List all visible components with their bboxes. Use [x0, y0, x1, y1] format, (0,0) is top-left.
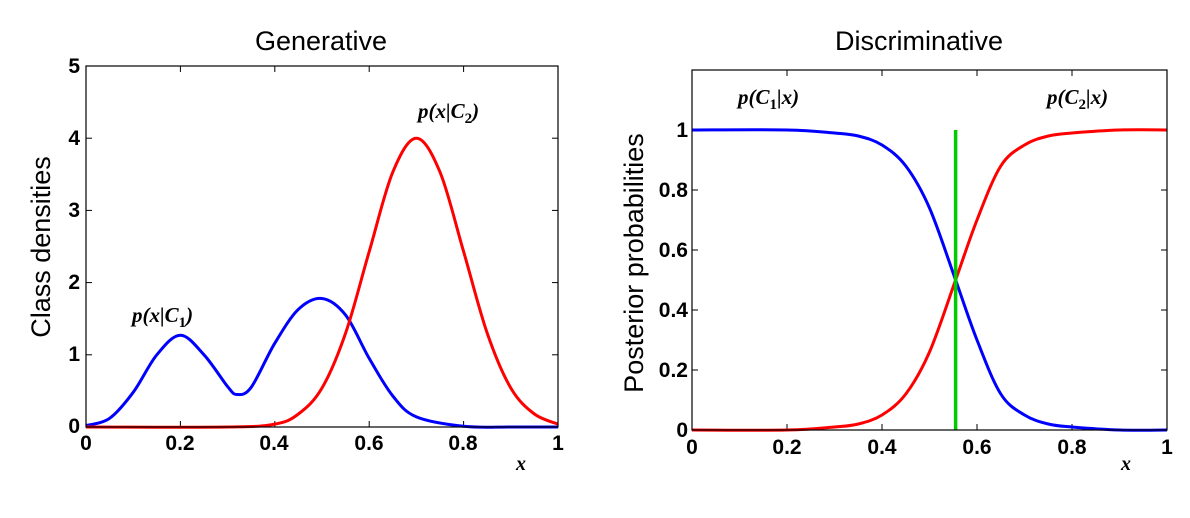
- generative-y-tick: 2: [68, 271, 80, 294]
- generative-series-line-c1: [85, 296, 559, 429]
- discriminative-x-tick: 0.6: [962, 436, 991, 459]
- series-label-main: p(x|C: [130, 303, 180, 327]
- generative-y-tick: 4: [68, 127, 80, 150]
- discriminative-x-tick: 0.8: [1057, 436, 1087, 459]
- generative-x-tick: 0.8: [448, 432, 478, 455]
- generative-y-tick: 3: [68, 199, 80, 222]
- discriminative-series-line-c1: [691, 128, 1168, 432]
- discriminative-y-tick: 1: [676, 119, 688, 142]
- generative-x-tick: 0.4: [259, 432, 289, 455]
- generative-y-axis-label: Class densities: [26, 156, 56, 338]
- discriminative-y-ticks: 0 0.2 0.4 0.6 0.8 1: [659, 119, 689, 442]
- discriminative-x-ticks: 0 0.2 0.4 0.6 0.8 1: [686, 436, 1173, 459]
- series-label-main: p(x|C: [416, 99, 466, 123]
- discriminative-plot-frame: [691, 69, 1168, 431]
- series-label-subscript: 1: [179, 315, 187, 331]
- discriminative-series-label-c2: p(C2|x): [1045, 85, 1108, 113]
- generative-y-ticks: 0 1 2 3 4 5: [68, 55, 80, 438]
- series-label-end: ): [470, 99, 479, 123]
- generative-axis-ticks: [85, 65, 559, 428]
- generative-x-ticks: 0 0.2 0.4 0.6 0.8 1: [80, 432, 564, 455]
- discriminative-series-group: [691, 70, 1168, 432]
- discriminative-axis-ticks: [691, 70, 1168, 431]
- generative-series-group: [85, 65, 559, 429]
- series-label-end: |x): [1086, 85, 1108, 109]
- generative-title: Generative: [255, 26, 387, 56]
- discriminative-chart: Discriminative Posterior probabilities 0…: [619, 26, 1173, 475]
- discriminative-x-tick: 0: [686, 436, 698, 459]
- series-label-subscript: 1: [770, 97, 778, 113]
- discriminative-series-line-c2: [691, 128, 1168, 432]
- series-label-main: p(C: [1045, 85, 1079, 109]
- discriminative-series-label-c1: p(C1|x): [736, 85, 799, 113]
- series-label-subscript: 2: [1079, 97, 1087, 113]
- discriminative-x-tick: 0.2: [772, 436, 801, 459]
- discriminative-x-axis-label: x: [1120, 453, 1131, 475]
- generative-y-tick: 1: [68, 343, 80, 366]
- discriminative-y-tick: 0: [676, 419, 688, 442]
- series-label-main: p(C: [736, 85, 770, 109]
- generative-series-label-c2: p(x|C2): [416, 99, 479, 127]
- series-label-end: ): [184, 303, 193, 327]
- series-label-end: |x): [777, 85, 799, 109]
- generative-x-tick: 1: [552, 432, 564, 455]
- generative-plot-frame: [85, 65, 559, 428]
- generative-x-tick: 0.6: [354, 432, 383, 455]
- discriminative-title: Discriminative: [835, 26, 1003, 56]
- discriminative-y-tick: 0.6: [659, 239, 688, 262]
- discriminative-y-tick: 0.2: [659, 359, 688, 382]
- generative-series-label-c1: p(x|C1): [130, 303, 193, 331]
- generative-y-tick: 5: [68, 55, 80, 78]
- generative-x-tick: 0.2: [165, 432, 194, 455]
- generative-chart: Generative Class densities 0 0.2 0.4 0.6…: [26, 26, 564, 475]
- generative-x-tick: 0: [80, 432, 92, 455]
- discriminative-y-tick: 0.4: [659, 299, 689, 322]
- series-label-subscript: 2: [465, 111, 473, 127]
- generative-series-line-c2: [85, 136, 559, 429]
- discriminative-x-tick: 0.4: [867, 436, 897, 459]
- discriminative-y-axis-label: Posterior probabilities: [619, 133, 649, 393]
- discriminative-y-tick: 0.8: [659, 179, 689, 202]
- generative-y-tick: 0: [68, 415, 80, 438]
- generative-x-axis-label: x: [515, 453, 526, 475]
- discriminative-x-tick: 1: [1161, 436, 1173, 459]
